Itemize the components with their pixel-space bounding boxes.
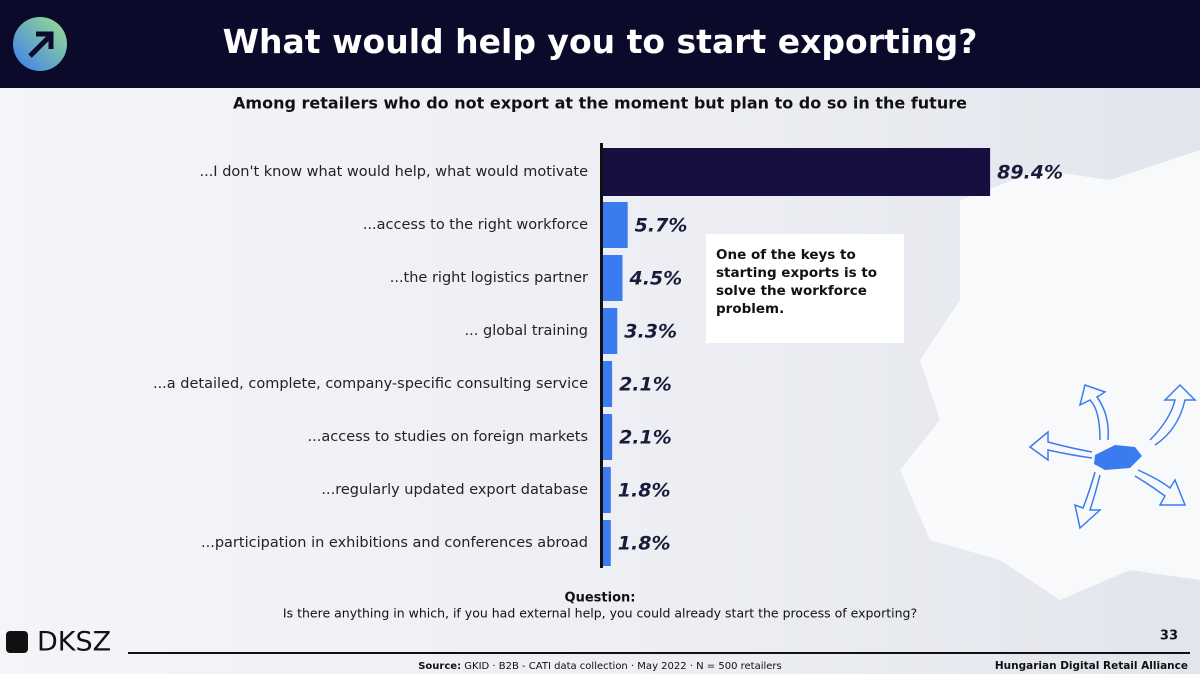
source-text: GKID · B2B - CATI data collection · May … <box>464 661 782 672</box>
category-label: ...the right logistics partner <box>390 270 588 286</box>
category-label: ...access to the right workforce <box>363 217 588 233</box>
annotation: One of the keys to starting exports is t… <box>706 234 904 343</box>
dksz-icon <box>6 631 28 653</box>
bar <box>603 148 991 196</box>
bar <box>603 255 623 301</box>
header-bar <box>0 0 1200 88</box>
bar <box>603 308 618 354</box>
bar <box>603 202 628 248</box>
value-label: 4.5% <box>628 268 682 290</box>
value-label: 5.7% <box>635 215 688 237</box>
value-label: 2.1% <box>619 374 672 396</box>
category-label: ... global training <box>465 323 588 339</box>
highlighted-country <box>1094 445 1142 470</box>
page-number: 33 <box>1160 629 1178 644</box>
value-label: 89.4% <box>997 162 1063 184</box>
title: What would help you to start exporting? <box>222 22 978 61</box>
arrows <box>1028 383 1197 530</box>
category-label: ...I don't know what would help, what wo… <box>199 164 588 180</box>
question-text: Is there anything in which, if you had e… <box>283 606 917 621</box>
map-decoration <box>900 150 1200 600</box>
value-label: 1.8% <box>618 533 671 555</box>
logo-arrow <box>28 31 54 58</box>
category-label: ...regularly updated export database <box>321 482 588 498</box>
organization: Hungarian Digital Retail Alliance <box>995 660 1188 672</box>
source: Source: GKID · B2B - CATI data collectio… <box>418 661 782 672</box>
question-label: Question: <box>565 591 636 606</box>
logo-text: DKSZ <box>37 627 111 658</box>
category-label: ...a detailed, complete, company-specifi… <box>153 376 588 392</box>
value-label: 1.8% <box>618 480 671 502</box>
value-label: 2.1% <box>619 427 672 449</box>
bar <box>603 467 611 513</box>
category-label: ...access to studies on foreign markets <box>308 429 588 445</box>
category-label: ...participation in exhibitions and conf… <box>201 535 588 551</box>
bar <box>603 414 613 460</box>
value-label: 3.3% <box>624 321 677 343</box>
bar <box>603 520 611 566</box>
bar <box>603 361 613 407</box>
subtitle: Among retailers who do not export at the… <box>233 94 967 113</box>
source-label: Source: <box>418 661 461 672</box>
